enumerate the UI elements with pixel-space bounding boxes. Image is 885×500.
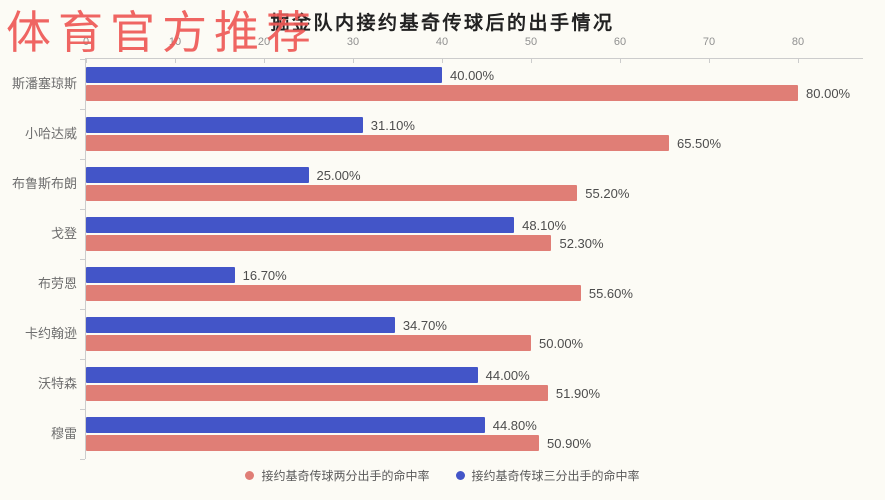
x-axis-tick-mark — [175, 59, 176, 63]
bar-three-point — [86, 67, 442, 83]
bar-value-label: 50.90% — [547, 436, 592, 451]
plot-area: 0 10 20 30 40 50 60 70 80 斯潘塞琼斯 40.00% 80.00% 小哈达威 31… — [12, 36, 863, 460]
x-axis-tick-label: 80 — [791, 36, 805, 48]
bar-two-point — [86, 85, 799, 101]
legend-dot-icon — [455, 471, 465, 480]
bar-three-point — [86, 117, 363, 133]
bar-value-label: 50.00% — [539, 336, 584, 351]
chart-title: 掘金队内接约基奇传球后的出手情况 — [270, 13, 615, 34]
bar-three-point — [86, 417, 485, 433]
y-axis-tick-mark — [80, 459, 85, 460]
bar-three-point — [86, 367, 478, 383]
category-label: 沃特森 — [37, 376, 77, 391]
bar-value-label: 48.10% — [522, 218, 567, 233]
y-axis-tick-mark — [80, 109, 85, 110]
bar-two-point — [86, 285, 581, 301]
y-axis-tick-mark — [80, 409, 85, 410]
bar-value-label: 44.80% — [492, 418, 537, 433]
bar-value-label: 25.00% — [316, 168, 361, 183]
bar-value-label: 44.00% — [485, 368, 530, 383]
x-axis-tick-mark — [531, 59, 533, 63]
x-axis-tick-label: 60 — [613, 36, 627, 48]
legend-label: 接约基奇传球两分出手的命中率 — [261, 469, 430, 483]
category-label: 穆雷 — [50, 426, 77, 441]
bar-value-label: 40.00% — [450, 68, 495, 83]
bar-three-point — [86, 267, 235, 283]
category-label: 卡约翰逊 — [24, 326, 77, 341]
bar-two-point — [86, 235, 552, 251]
legend-dot-icon — [245, 471, 255, 480]
x-axis-tick-mark — [620, 59, 622, 63]
bar-value-label: 55.20% — [585, 186, 630, 201]
bar-value-label: 16.70% — [242, 268, 287, 283]
x-axis-tick-label: 0 — [82, 36, 90, 48]
x-axis-tick-mark — [442, 59, 443, 63]
bar-value-label: 55.60% — [588, 286, 633, 301]
bar-three-point — [86, 317, 395, 333]
x-axis-tick-label: 50 — [524, 36, 538, 48]
x-axis-tick-label: 30 — [346, 36, 360, 48]
y-axis-tick-mark — [80, 309, 85, 310]
x-axis-tick-label: 20 — [257, 36, 271, 48]
y-axis-tick-mark — [80, 359, 85, 360]
x-axis-tick-mark — [264, 59, 265, 63]
bar-two-point — [86, 335, 532, 351]
bar-two-point — [86, 435, 540, 451]
category-label: 布鲁斯布朗 — [11, 176, 77, 191]
bar-two-point — [86, 385, 548, 401]
bar-three-point — [86, 167, 309, 183]
x-axis-tick-label: 10 — [168, 36, 182, 48]
bar-value-label: 51.90% — [555, 386, 601, 401]
bar-value-label: 34.70% — [402, 318, 447, 333]
x-axis-tick-mark — [353, 59, 354, 63]
category-label: 戈登 — [50, 226, 77, 241]
y-axis-tick-mark — [80, 259, 85, 260]
category-label: 布劳恩 — [37, 276, 77, 291]
bar-two-point — [86, 185, 578, 201]
legend: 接约基奇传球两分出手的命中率 接约基奇传球三分出手的命中率 — [0, 467, 885, 484]
bar-value-label: 31.10% — [370, 118, 415, 133]
x-axis-tick-label: 70 — [702, 36, 716, 48]
legend-item[interactable]: 接约基奇传球三分出手的命中率 — [455, 467, 640, 484]
y-axis-tick-mark — [80, 209, 85, 210]
x-axis-tick-label: 40 — [435, 36, 449, 48]
bar-value-label: 65.50% — [676, 136, 722, 151]
bar-value-label: 52.30% — [559, 236, 604, 251]
y-axis-tick-mark — [80, 59, 85, 60]
category-label: 斯潘塞琼斯 — [11, 76, 77, 91]
legend-label: 接约基奇传球三分出手的命中率 — [471, 469, 640, 483]
x-axis-tick-mark — [86, 59, 87, 63]
y-axis-tick-mark — [80, 159, 85, 160]
category-label: 小哈达威 — [24, 126, 77, 141]
x-axis-tick-mark — [798, 59, 800, 63]
x-axis-tick-mark — [709, 59, 711, 63]
bar-three-point — [86, 217, 515, 233]
bar-two-point — [86, 135, 669, 151]
bar-value-label: 80.00% — [806, 86, 851, 101]
legend-item[interactable]: 接约基奇传球两分出手的命中率 — [245, 467, 430, 484]
